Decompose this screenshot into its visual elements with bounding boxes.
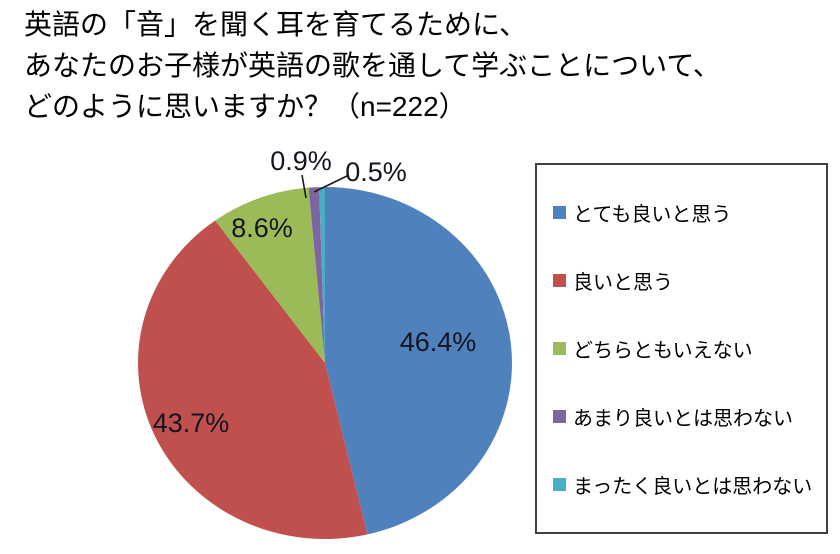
legend-label: 良いと思う bbox=[573, 272, 673, 295]
pie-slice-3 bbox=[308, 187, 325, 363]
slice-label-4: 0.5% bbox=[345, 157, 407, 187]
legend-swatch-icon bbox=[553, 409, 566, 423]
slice-label-0: 46.4% bbox=[400, 327, 477, 357]
pie-slice-1 bbox=[138, 220, 368, 539]
legend-label: あまり良いとは思わない bbox=[573, 407, 793, 430]
legend-label: とても良いと思う bbox=[573, 204, 732, 227]
leader-line-4 bbox=[313, 174, 350, 193]
chart-title-line-3: どのように思いますか？（n=222） bbox=[24, 91, 467, 122]
legend-item-3: あまり良いとは思わない bbox=[553, 402, 826, 431]
pie-slice-0 bbox=[325, 187, 512, 535]
slice-label-3: 0.9% bbox=[270, 146, 332, 176]
legend-item-4: まったく良いとは思わない bbox=[553, 470, 826, 499]
legend-item-0: とても良いと思う bbox=[553, 198, 826, 227]
legend-item-2: どちらともいえない bbox=[553, 334, 826, 363]
legend-swatch-icon bbox=[553, 274, 566, 288]
legend-swatch-icon bbox=[553, 341, 566, 355]
legend-item-1: 良いと思う bbox=[553, 266, 826, 295]
pie-slice-4 bbox=[319, 187, 325, 363]
legend-swatch-icon bbox=[553, 477, 566, 491]
chart-title-line-2: あなたのお子様が英語の歌を通して学ぶことについて、 bbox=[24, 50, 721, 81]
pie-slice-2 bbox=[215, 187, 325, 363]
slice-label-1: 43.7% bbox=[153, 408, 230, 438]
chart-title-line-1: 英語の「音」を聞く耳を育てるために、 bbox=[24, 9, 528, 40]
legend-label: まったく良いとは思わない bbox=[573, 475, 813, 498]
legend: とても良いと思う 良いと思うどちらともいえないあまり良いとは思わない まったく良いと… bbox=[535, 163, 828, 534]
chart-title: 英語の「音」を聞く耳を育てるために、 あなたのお子様が英語の歌を通して学ぶことに… bbox=[24, 4, 824, 127]
slice-label-2: 8.6% bbox=[231, 213, 293, 243]
legend-label: どちらともいえない bbox=[573, 339, 753, 362]
legend-swatch-icon bbox=[553, 206, 566, 220]
leader-line-3 bbox=[301, 174, 307, 199]
